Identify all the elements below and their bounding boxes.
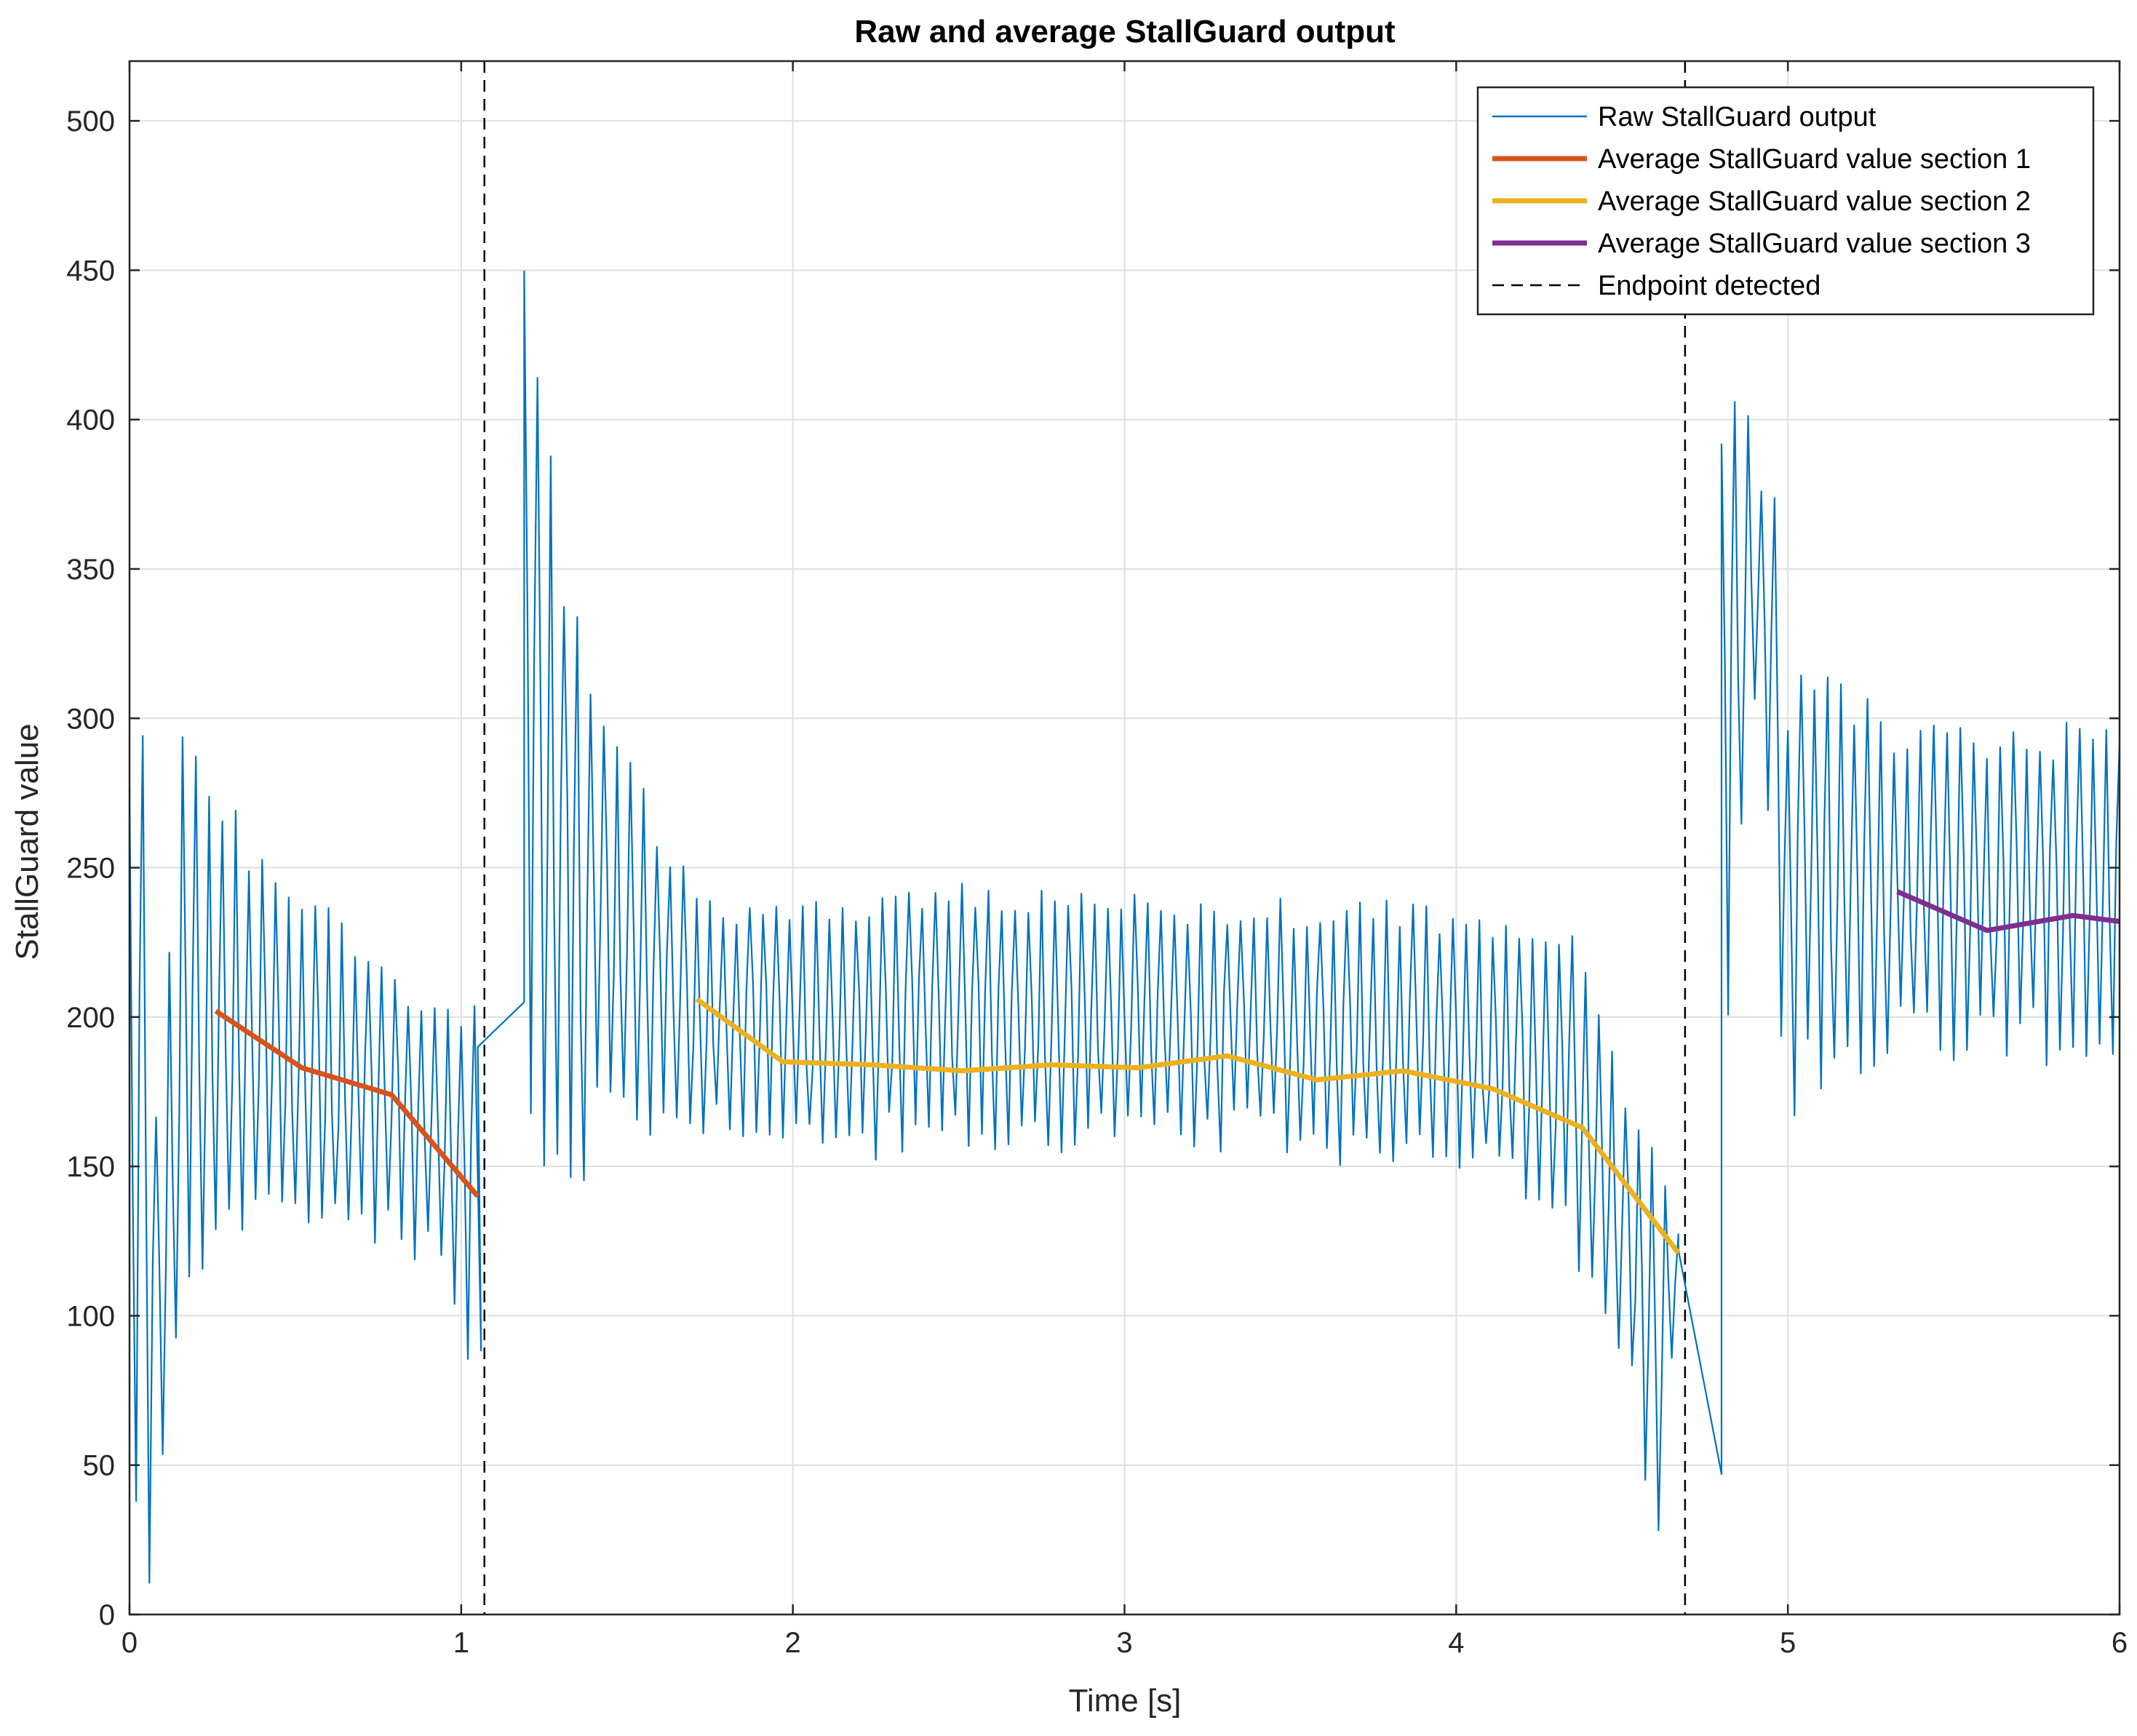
legend-label: Average StallGuard value section 3 — [1598, 228, 2031, 259]
y-tick-label: 300 — [66, 703, 115, 735]
x-axis-label: Time [s] — [1069, 1683, 1182, 1719]
legend: Raw StallGuard output Average StallGuard … — [1476, 86, 2095, 316]
average-section-2-line — [695, 997, 1681, 1255]
y-axis-label: StallGuard value — [9, 723, 45, 960]
y-tick-label: 0 — [99, 1599, 115, 1631]
legend-label: Raw StallGuard output — [1598, 102, 1877, 132]
x-tick-label: 5 — [1780, 1627, 1796, 1659]
x-tick-label: 4 — [1448, 1627, 1464, 1659]
x-tick-label: 0 — [122, 1627, 138, 1659]
y-tick-label: 100 — [66, 1300, 115, 1332]
x-tick-label: 6 — [2112, 1627, 2128, 1659]
y-tick-label: 250 — [66, 853, 115, 885]
average-section-1-line — [214, 1008, 480, 1198]
y-tick-label: 200 — [66, 1002, 115, 1034]
y-tick-label: 350 — [66, 554, 115, 586]
y-tick-label: 400 — [66, 405, 115, 437]
chart-title: Raw and average StallGuard output — [854, 14, 1396, 49]
legend-label: Average StallGuard value section 2 — [1598, 186, 2031, 217]
y-tick-label: 500 — [66, 105, 115, 138]
y-tick-label: 450 — [66, 255, 115, 287]
y-tick-label: 50 — [83, 1450, 116, 1482]
average-series-layer — [214, 889, 2120, 1255]
x-tick-label: 3 — [1116, 1627, 1132, 1659]
x-tick-label: 1 — [453, 1627, 469, 1659]
raw-series-layer — [128, 270, 2121, 1584]
y-axis-ticks: 0 50 100 150 200 250 300 350 400 450 500 — [66, 105, 2120, 1631]
average-section-3-line — [1896, 889, 2120, 933]
raw-stallguard-line — [128, 270, 2121, 1584]
x-axis-ticks: 0 1 2 3 4 5 6 — [122, 61, 2128, 1659]
x-tick-label: 2 — [785, 1627, 801, 1659]
legend-label: Average StallGuard value section 1 — [1598, 144, 2031, 175]
y-tick-label: 150 — [66, 1151, 115, 1183]
endpoint-lines — [483, 61, 1687, 1614]
legend-label: Endpoint detected — [1598, 271, 1820, 301]
